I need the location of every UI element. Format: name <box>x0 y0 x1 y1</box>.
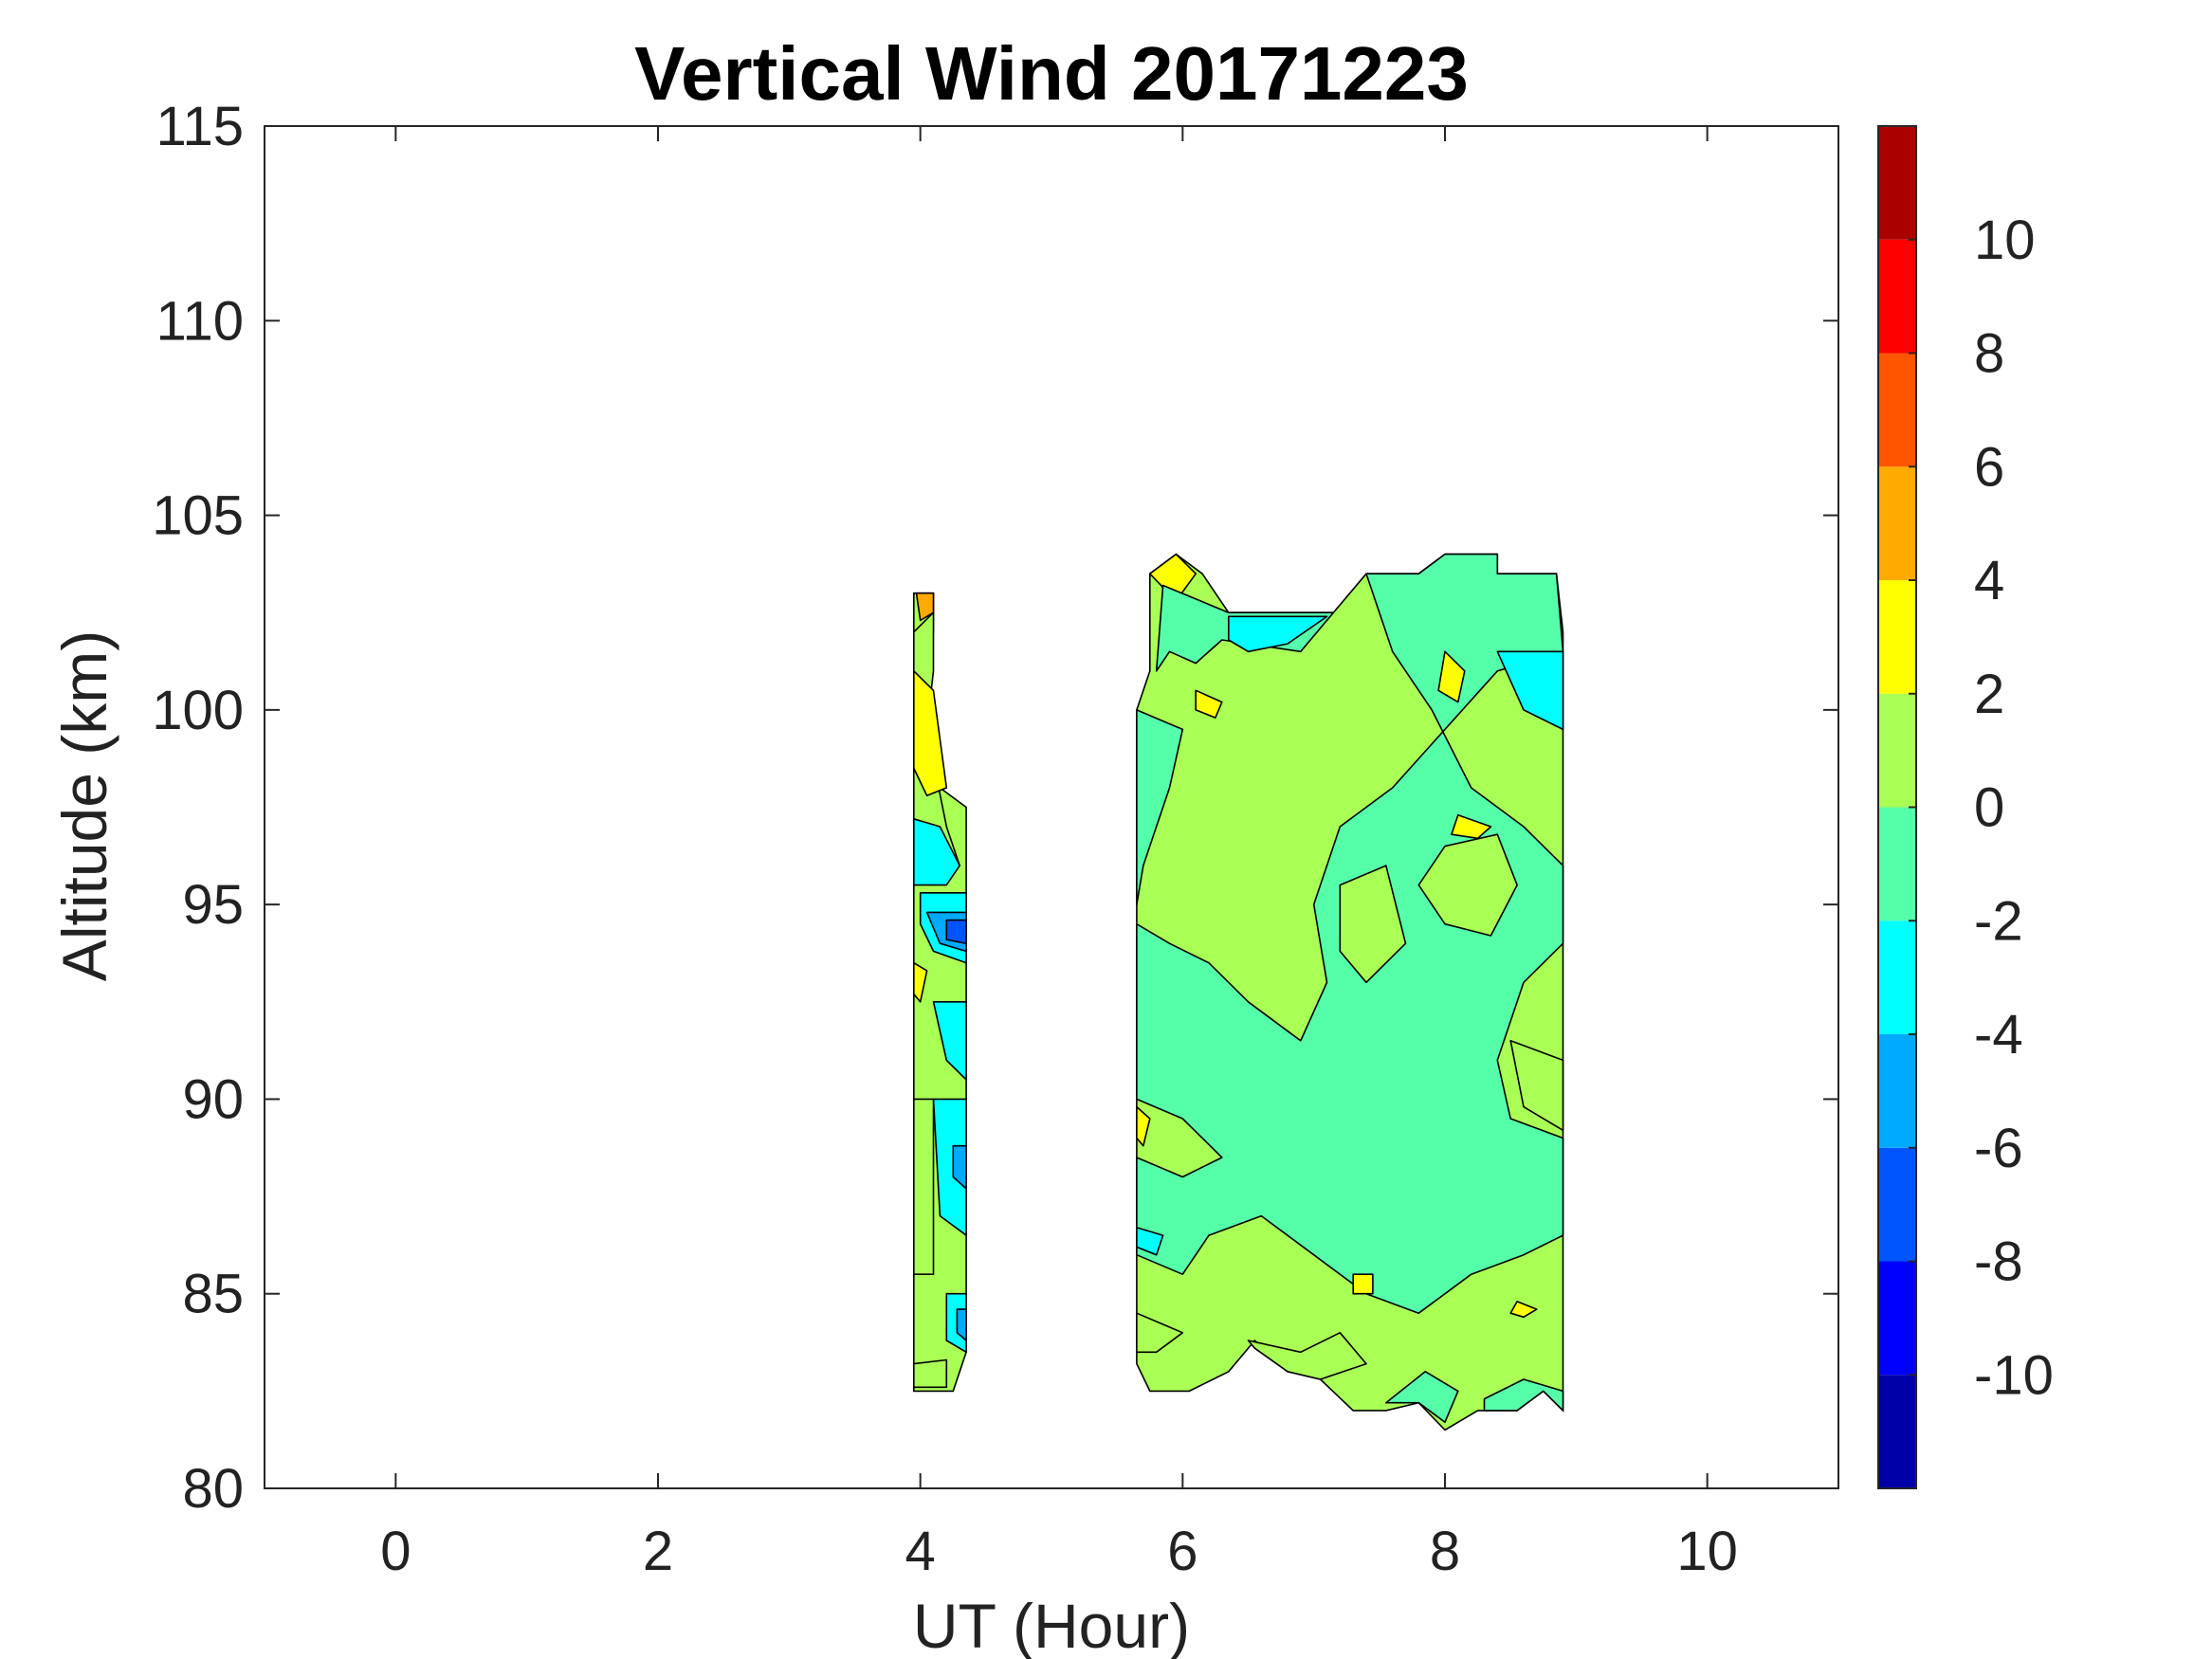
colorbar-tick-label: -4 <box>1974 1004 2023 1066</box>
contour-region <box>1136 1227 1164 1256</box>
y-axis: 80 85 90 95 100 105 110 115 <box>152 96 1838 1520</box>
colorbar-tick-label: -10 <box>1974 1344 2054 1406</box>
y-tick-label: 115 <box>156 96 244 157</box>
contour-region <box>1509 1301 1538 1319</box>
colorbar-segment <box>1878 580 1916 694</box>
colorbar-tick-label: -2 <box>1974 890 2023 952</box>
colorbar-segment <box>1878 126 1916 240</box>
colorbar-tick-label: -8 <box>1974 1231 2023 1293</box>
colorbar-segment <box>1878 807 1916 921</box>
y-tick-label: 85 <box>182 1264 244 1325</box>
y-tick-label: 105 <box>152 485 244 547</box>
y-tick-label: 80 <box>182 1458 244 1520</box>
contour-region <box>1195 689 1223 719</box>
contour-region <box>1228 615 1328 653</box>
colorbar-tick-label: 10 <box>1974 210 2036 271</box>
colorbar-tick-label: -6 <box>1974 1118 2023 1179</box>
contour-region <box>912 1358 948 1389</box>
contour-region <box>1136 1312 1184 1354</box>
y-tick-label: 95 <box>182 874 244 936</box>
colorbar-segment <box>1878 1147 1916 1262</box>
contour-region <box>1451 813 1492 840</box>
contour-region <box>945 919 967 945</box>
contour-region <box>932 1098 967 1236</box>
contour-region <box>912 1098 935 1275</box>
x-tick-label: 0 <box>380 1521 411 1582</box>
contour-region <box>1496 650 1564 731</box>
contour-region <box>1136 1105 1151 1147</box>
contour-block-1 <box>912 592 967 1393</box>
colorbar-tick-label: 6 <box>1974 436 2004 498</box>
colorbar-segment <box>1878 1261 1916 1376</box>
colorbar-segment <box>1878 1375 1916 1488</box>
contour-region <box>1417 833 1518 937</box>
x-axis: 0 2 4 6 8 10 <box>380 126 1738 1582</box>
colorbar-tick-label: 2 <box>1974 664 2004 725</box>
plot-frame <box>264 125 1839 1489</box>
contour-region <box>1483 1378 1564 1412</box>
colorbar: -10 -8 -6 -4 -2 0 2 4 6 8 10 <box>1877 125 2054 1489</box>
contour-block-2 <box>1136 553 1564 1431</box>
colorbar-tick-label: 4 <box>1974 550 2004 611</box>
contour-region <box>1247 1332 1367 1380</box>
x-tick-label: 10 <box>1676 1521 1738 1582</box>
contour-region <box>1509 1040 1564 1132</box>
y-tick-label: 100 <box>152 680 244 741</box>
contour-region <box>1352 1273 1374 1295</box>
chart-title: Vertical Wind 20171223 <box>634 31 1469 116</box>
colorbar-segment <box>1878 921 1916 1034</box>
colorbar-segment <box>1878 1034 1916 1148</box>
contour-region <box>1339 865 1407 984</box>
x-tick-label: 6 <box>1167 1521 1197 1582</box>
contour-region <box>1385 1371 1459 1423</box>
y-tick-label: 90 <box>182 1068 244 1130</box>
x-tick-label: 8 <box>1430 1521 1460 1582</box>
colorbar-segment <box>1878 693 1916 808</box>
contour-region <box>1136 709 1184 905</box>
x-axis-label: UT (Hour) <box>913 1591 1190 1659</box>
plot-background <box>265 126 1838 1488</box>
colorbar-segment <box>1878 353 1916 467</box>
contour-region <box>956 1308 967 1341</box>
colorbar-segment <box>1878 239 1916 354</box>
colorbar-segment <box>1878 466 1916 580</box>
plot-area <box>264 125 1839 1489</box>
contour-region <box>912 961 928 1003</box>
contour-region <box>912 817 961 886</box>
y-tick-label: 110 <box>156 290 244 352</box>
contour-region <box>1437 650 1466 703</box>
contour-region <box>932 1001 967 1081</box>
y-axis-label: Altitude (km) <box>49 630 119 981</box>
colorbar-tick-label: 0 <box>1974 777 2004 839</box>
x-tick-label: 2 <box>643 1521 673 1582</box>
contour-region <box>915 592 935 622</box>
colorbar-tick-label: 8 <box>1974 323 2004 385</box>
contour-region <box>952 1144 967 1190</box>
x-tick-label: 4 <box>905 1521 936 1582</box>
contour-region <box>912 669 948 797</box>
